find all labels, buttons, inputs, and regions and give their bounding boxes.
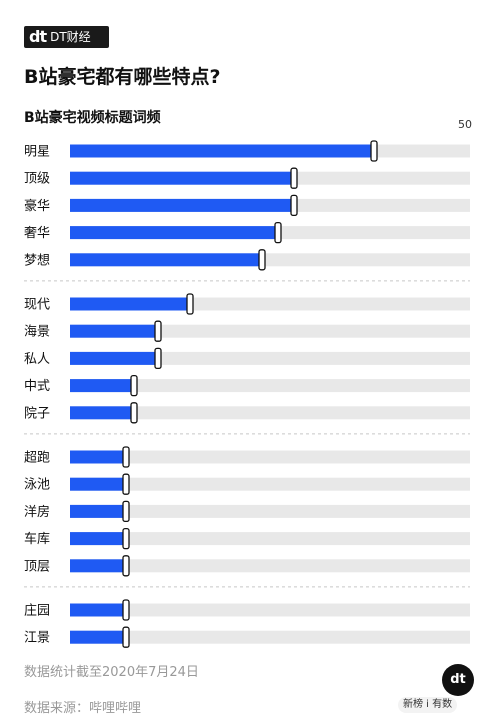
bar-track: [70, 603, 470, 617]
category-label: 豪华: [24, 198, 50, 214]
bar-end-marker: [122, 446, 130, 468]
category-label: 海景: [24, 325, 50, 340]
bar: [70, 603, 126, 617]
category-label: 顶级: [24, 172, 50, 187]
category-label: 奢华: [24, 226, 50, 241]
bar-end-marker: [290, 194, 298, 217]
axis-max-label: 50: [458, 118, 472, 131]
category-label: 院子: [24, 406, 50, 421]
bar: [70, 477, 126, 491]
category-label: 顶层: [24, 559, 50, 574]
bar-track: [70, 477, 470, 491]
brand-logo: dt DT财经: [24, 26, 109, 48]
bar: [70, 198, 294, 212]
bar: [70, 406, 134, 420]
bar: [70, 324, 158, 338]
category-label: 中式: [24, 379, 50, 394]
category-label: 庄园: [24, 603, 50, 619]
bar-track: [70, 406, 470, 420]
bar: [70, 144, 374, 158]
brand-logo-text: DT财经: [50, 30, 91, 44]
bar-end-marker: [258, 249, 266, 271]
bar-end-marker: [122, 527, 130, 550]
bar: [70, 297, 190, 311]
brand-logo-mark: dt: [29, 27, 47, 46]
bar: [70, 226, 278, 240]
category-label: 泳池: [24, 478, 50, 493]
bar-track: [70, 379, 470, 393]
bar: [70, 504, 126, 518]
bar: [70, 532, 126, 546]
bar: [70, 171, 294, 185]
data-source-note: 数据来源：哔哩哔哩: [24, 701, 142, 716]
category-label: 现代: [24, 298, 50, 313]
bar-end-marker: [186, 293, 194, 315]
bar-end-marker: [122, 599, 130, 621]
bar: [70, 630, 126, 644]
bar: [70, 559, 126, 573]
category-label: 明星: [24, 145, 50, 160]
bar-end-marker: [370, 140, 378, 162]
category-label: 梦想: [24, 252, 50, 268]
bar-end-marker: [122, 555, 130, 577]
bar-track: [70, 351, 470, 365]
category-label: 江景: [24, 631, 50, 646]
bar-track: [70, 532, 470, 546]
bar: [70, 351, 158, 365]
bar-end-marker: [122, 626, 130, 648]
bar-track: [70, 559, 470, 573]
bar-track: [70, 630, 470, 644]
bar: [70, 379, 134, 393]
bar-end-marker: [154, 347, 162, 370]
corner-badge: 新榜 i 有数: [398, 697, 458, 713]
chart-title: B站豪宅视频标题词频: [24, 110, 161, 126]
bar-end-marker: [130, 402, 138, 424]
bar: [70, 450, 126, 464]
category-label: 私人: [24, 352, 50, 367]
bar-end-marker: [130, 374, 138, 397]
bar-end-marker: [274, 221, 282, 244]
category-label: 车库: [24, 531, 50, 547]
corner-logo: dt: [442, 664, 474, 696]
bar-track: [70, 324, 470, 338]
bar-track: [70, 504, 470, 518]
category-label: 洋房: [24, 504, 50, 520]
bar-end-marker: [154, 320, 162, 342]
bar-end-marker: [290, 167, 298, 189]
bar-end-marker: [122, 500, 130, 523]
page-title: B站豪宅都有哪些特点?: [24, 66, 221, 88]
bar-end-marker: [122, 473, 130, 495]
bar: [70, 253, 262, 267]
category-label: 超跑: [24, 451, 50, 466]
data-date-note: 数据统计截至2020年7月24日: [24, 665, 199, 680]
bar-track: [70, 450, 470, 464]
